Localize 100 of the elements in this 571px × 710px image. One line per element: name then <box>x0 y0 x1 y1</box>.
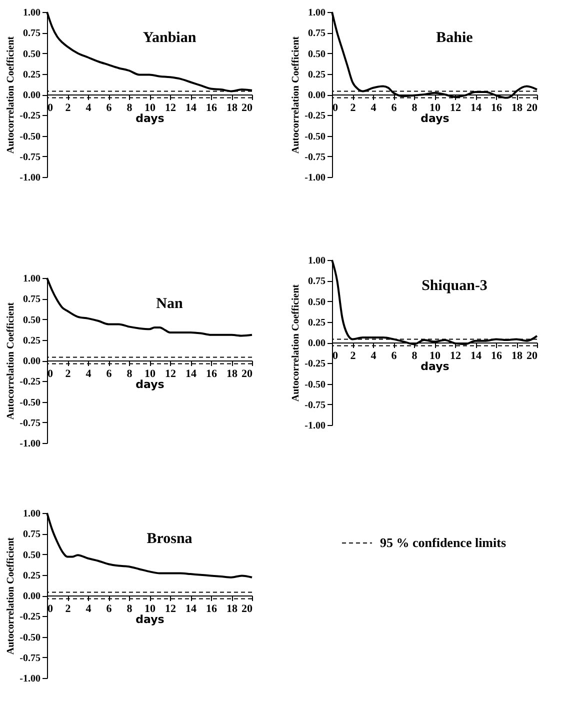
x-axis-title: days <box>420 360 450 373</box>
x-tick-label: 0 <box>332 102 338 114</box>
y-tick-label: -0.25 <box>20 110 40 122</box>
y-tick-label: 0.75 <box>308 28 326 40</box>
y-tick-label: 1.00 <box>23 8 40 18</box>
x-tick-label: 18 <box>512 102 523 114</box>
x-tick-label: 6 <box>391 102 398 114</box>
y-tick-label: -1.00 <box>20 172 40 184</box>
y-tick-label: 0.25 <box>308 317 326 328</box>
y-tick-label: -0.50 <box>304 131 326 142</box>
y-tick-label: -0.75 <box>304 400 326 411</box>
y-tick-label: -0.75 <box>20 152 40 163</box>
x-tick-label: 6 <box>106 368 112 380</box>
x-tick-label: 2 <box>350 102 356 114</box>
y-tick-label: -1.00 <box>304 172 326 184</box>
y-tick-label: 0.00 <box>23 356 40 367</box>
x-tick-label: 2 <box>65 102 72 114</box>
y-tick-label: 0.50 <box>23 48 40 60</box>
y-tick-label: 0.00 <box>23 90 40 101</box>
x-tick-label: 2 <box>350 350 356 362</box>
y-tick-label: -0.75 <box>20 652 40 664</box>
y-tick-label: -0.25 <box>20 376 40 388</box>
y-axis-title: Autocorrelation Coefficient <box>290 284 302 402</box>
x-tick-label: 16 <box>491 350 502 362</box>
text: 95 % confidence limits <box>380 535 506 550</box>
x-tick-label: 12 <box>165 102 176 114</box>
x-tick-label: 6 <box>391 350 398 362</box>
x-tick-label: 10 <box>430 102 441 114</box>
x-tick-label: 4 <box>370 350 377 362</box>
x-tick-label: 12 <box>450 350 462 362</box>
y-tick-label: -1.00 <box>20 674 40 684</box>
y-tick-label: 0.75 <box>23 28 40 40</box>
x-tick-label: 0 <box>48 603 54 615</box>
x-tick-label: 18 <box>226 603 238 615</box>
y-axis-title: Autocorrelation Coefficient <box>6 36 17 154</box>
x-tick-label: 16 <box>206 368 218 380</box>
y-tick-label: 0.75 <box>23 529 40 540</box>
x-tick-label: 12 <box>165 368 176 380</box>
x-tick-label: 0 <box>332 350 338 362</box>
y-tick-label: 0.25 <box>23 335 40 346</box>
x-tick-label: 8 <box>126 603 133 615</box>
y-tick-label: 0.00 <box>308 338 326 349</box>
y-tick-label: 0.50 <box>308 296 326 308</box>
y-tick-label: -0.75 <box>304 152 326 163</box>
x-tick-label: 18 <box>512 350 523 362</box>
x-tick-label: 0 <box>48 368 54 380</box>
y-tick-label: -0.25 <box>304 110 326 122</box>
x-tick-label: 8 <box>412 350 418 362</box>
y-tick-label: 0.75 <box>308 276 326 288</box>
x-axis-title: days <box>136 613 165 626</box>
y-tick-label: -1.00 <box>20 438 40 450</box>
text: Bahie <box>436 30 474 46</box>
x-tick-label: 14 <box>186 102 197 114</box>
y-tick-label: 0.00 <box>308 90 326 101</box>
y-tick-label: -0.25 <box>20 612 40 623</box>
x-tick-label: 4 <box>86 368 92 380</box>
y-tick-label: -0.50 <box>20 397 40 408</box>
x-tick-label: 14 <box>470 350 482 362</box>
y-tick-label: 0.00 <box>23 591 40 602</box>
text: Nan <box>156 296 184 312</box>
y-tick-label: 1.00 <box>23 508 40 520</box>
y-tick-label: -0.50 <box>20 131 40 142</box>
x-tick-label: 16 <box>491 102 502 114</box>
x-tick-label: 10 <box>144 368 156 380</box>
x-tick-label: 18 <box>226 368 238 380</box>
x-tick-label: 14 <box>470 102 482 114</box>
x-tick-label: 20 <box>526 102 538 114</box>
y-tick-label: 0.25 <box>23 570 40 582</box>
x-tick-label: 4 <box>370 102 377 114</box>
x-tick-label: 20 <box>242 603 253 615</box>
x-tick-label: 18 <box>226 102 238 114</box>
x-tick-label: 2 <box>65 368 72 380</box>
x-tick-label: 10 <box>430 350 441 362</box>
x-tick-label: 20 <box>242 102 253 114</box>
x-tick-label: 20 <box>242 368 253 380</box>
y-tick-label: -0.50 <box>304 379 326 390</box>
x-tick-label: 0 <box>48 102 54 114</box>
x-axis-title: days <box>136 378 165 391</box>
y-tick-label: 1.00 <box>23 274 40 284</box>
x-tick-label: 8 <box>412 102 418 114</box>
y-tick-label: 0.50 <box>23 550 40 561</box>
y-tick-label: -0.75 <box>20 418 40 429</box>
x-tick-label: 14 <box>186 603 197 615</box>
x-axis-title: days <box>136 112 165 125</box>
text: Brosna <box>146 531 193 547</box>
y-tick-label: -0.50 <box>20 632 40 644</box>
x-tick-label: 20 <box>526 350 538 362</box>
y-axis-title: Autocorrelation Coefficient <box>6 302 17 420</box>
x-axis-title: days <box>420 112 450 125</box>
x-tick-label: 6 <box>106 102 112 114</box>
x-tick-label: 6 <box>106 603 112 615</box>
y-tick-label: 0.25 <box>23 69 40 80</box>
x-tick-label: 12 <box>450 102 462 114</box>
y-tick-label: -1.00 <box>304 420 326 432</box>
text: Shiquan-3 <box>422 278 488 294</box>
y-tick-label: 1.00 <box>308 8 326 18</box>
x-tick-label: 12 <box>165 603 176 615</box>
y-tick-label: 0.25 <box>308 69 326 80</box>
y-tick-label: 0.75 <box>23 294 40 306</box>
x-tick-label: 8 <box>126 102 133 114</box>
